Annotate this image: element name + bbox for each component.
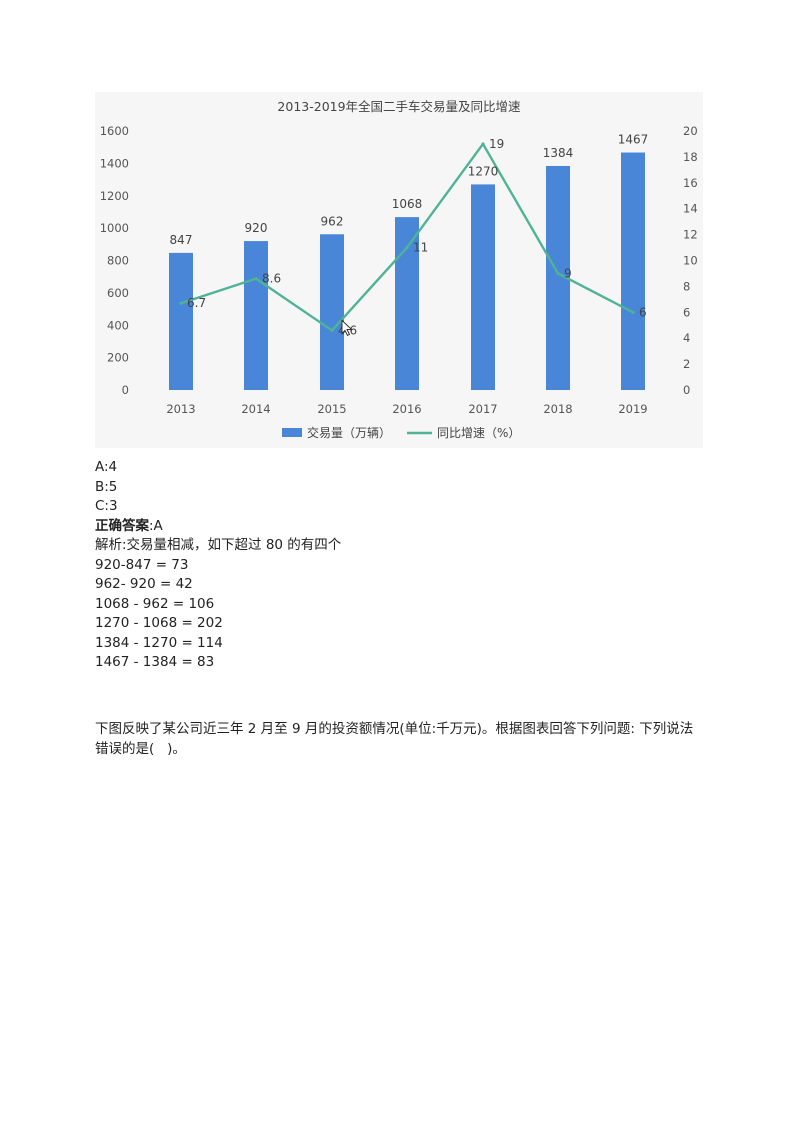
bar-data-label: 1270 xyxy=(468,164,499,178)
next-question: 下图反映了某公司近三年 2 月至 9 月的投资额情况(单位:千万元)。根据图表回… xyxy=(95,720,735,759)
y2-tick-label: 14 xyxy=(683,202,698,216)
y2-tick-label: 20 xyxy=(683,124,698,138)
correct-answer: 正确答案:A xyxy=(95,517,735,537)
correct-answer-value: :A xyxy=(149,517,163,534)
y-tick-label: 400 xyxy=(107,318,129,332)
y2-tick-label: 0 xyxy=(683,383,690,397)
y2-tick-label: 12 xyxy=(683,228,698,242)
bar xyxy=(169,252,193,390)
option-c: C:3 xyxy=(95,498,118,514)
legend-label-bar: 交易量（万辆） xyxy=(307,425,391,440)
x-tick-label: 2018 xyxy=(543,402,572,416)
y2-tick-label: 6 xyxy=(683,305,690,319)
y2-tick-label: 18 xyxy=(683,150,698,164)
y-tick-label: 0 xyxy=(122,383,129,397)
y-tick-label: 800 xyxy=(107,254,129,268)
bar xyxy=(244,241,268,390)
line-point xyxy=(631,310,635,314)
y2-tick-label: 16 xyxy=(683,176,698,190)
legend-label-line: 同比增速（%） xyxy=(437,426,520,440)
y-tick-label: 600 xyxy=(107,286,129,300)
line-point xyxy=(254,277,258,281)
line-data-label: 8.6 xyxy=(262,272,281,286)
cursor-icon xyxy=(341,319,353,337)
y-tick-label: 1400 xyxy=(100,156,129,170)
bar-data-label: 847 xyxy=(170,233,193,247)
analysis-intro: 解析:交易量相减，如下超过 80 的有四个 xyxy=(95,537,342,553)
correct-answer-label: 正确答案 xyxy=(95,517,149,534)
chart-title: 2013-2019年全国二手车交易量及同比增速 xyxy=(277,99,521,114)
y-tick-label: 200 xyxy=(107,351,129,365)
analysis-step: 1467 - 1384 = 83 xyxy=(95,654,215,670)
legend-swatch-bar xyxy=(282,428,302,437)
line-data-label: 6.7 xyxy=(187,296,206,310)
line-point xyxy=(405,245,409,250)
x-tick-label: 2019 xyxy=(618,402,647,416)
analysis-step: 1270 - 1068 = 202 xyxy=(95,615,223,631)
bar xyxy=(471,184,495,390)
bar xyxy=(320,234,344,390)
y2-tick-label: 10 xyxy=(683,254,698,268)
option-b: B:5 xyxy=(95,478,118,495)
y2-tick-label: 4 xyxy=(683,331,690,345)
bar xyxy=(621,152,645,390)
line-data-label: 11 xyxy=(413,241,428,255)
y2-tick-label: 8 xyxy=(683,279,690,293)
x-tick-label: 2014 xyxy=(241,402,270,416)
y-tick-label: 1000 xyxy=(100,221,129,235)
bar-data-label: 962 xyxy=(321,214,344,228)
analysis-step: 1068 - 962 = 106 xyxy=(95,595,215,612)
y-tick-label: 1200 xyxy=(100,189,129,203)
bar-data-label: 1384 xyxy=(543,146,574,160)
x-tick-label: 2016 xyxy=(392,402,421,416)
x-tick-label: 2013 xyxy=(166,402,195,416)
x-tick-label: 2015 xyxy=(317,402,346,416)
analysis-step: 962- 920 = 42 xyxy=(95,576,193,592)
analysis-step: 1384 - 1270 = 114 xyxy=(95,634,223,651)
y-tick-label: 1600 xyxy=(100,124,129,138)
line-data-label: 9 xyxy=(564,266,572,280)
bar-data-label: 1068 xyxy=(392,197,423,211)
x-tick-label: 2017 xyxy=(468,402,497,416)
bar-data-label: 920 xyxy=(245,221,268,235)
y2-tick-label: 2 xyxy=(683,357,690,371)
chart-figure: 2013-2019年全国二手车交易量及同比增速 847 920 962 1068 127… xyxy=(95,92,703,448)
line-data-label: 6 xyxy=(639,305,647,319)
line-point xyxy=(481,142,485,146)
answer-options: A:4 B:5 C:3 正确答案:A 解析:交易量相减，如下超过 80 的有四个… xyxy=(95,458,735,673)
line-point xyxy=(556,271,560,276)
bar-data-label: 1467 xyxy=(618,133,649,147)
option-a: A:4 xyxy=(95,459,118,475)
next-question-line-2: 错误的是( )。 xyxy=(95,740,186,757)
line-point xyxy=(179,301,183,305)
line-data-label: 19 xyxy=(489,137,504,151)
analysis-step: 920-847 = 73 xyxy=(95,556,189,573)
next-question-line-1: 下图反映了某公司近三年 2 月至 9 月的投资额情况(单位:千万元)。根据图表回… xyxy=(95,721,694,737)
line-point xyxy=(330,328,334,333)
